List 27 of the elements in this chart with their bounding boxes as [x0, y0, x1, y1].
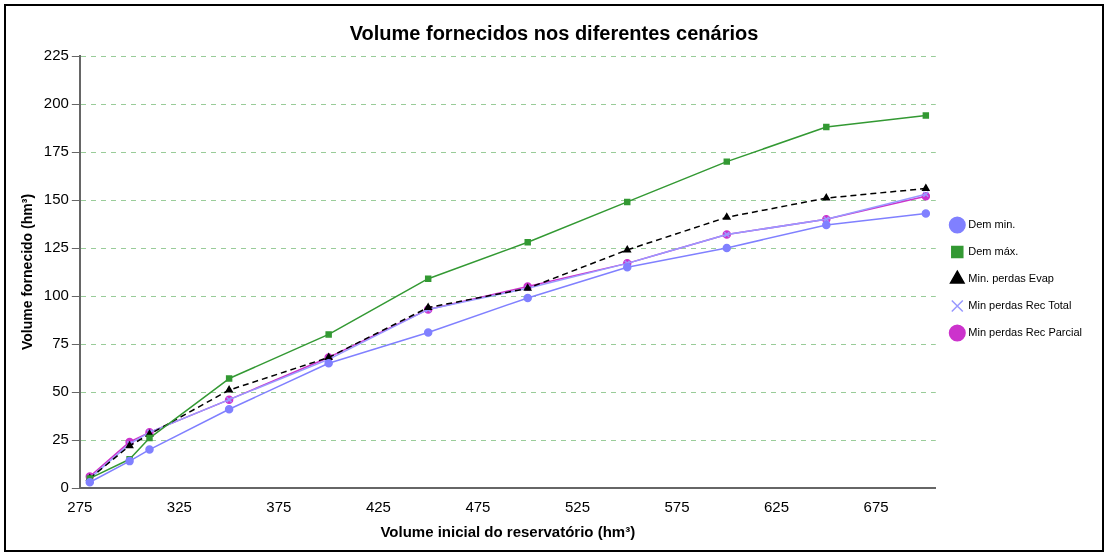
legend-label: Min. perdas Evap	[968, 272, 1054, 285]
y-tick-label: 125	[43, 238, 69, 256]
y-axis-title: Volume fornecido (hm³)	[19, 193, 36, 351]
x-tick-label: 625	[764, 498, 790, 516]
y-tick-label: 75	[52, 334, 69, 352]
y-tick-label: 175	[43, 142, 69, 160]
x-tick-label: 275	[67, 498, 93, 516]
x-tick-label: 375	[266, 498, 292, 516]
y-tick-label: 150	[43, 190, 69, 208]
y-tick-label: 100	[43, 286, 69, 304]
x-tick-label: 325	[166, 498, 192, 516]
chart-title: Volume fornecidos nos diferentes cenários	[349, 21, 759, 44]
y-tick-label: 25	[52, 430, 69, 448]
x-tick-label: 525	[564, 498, 590, 516]
x-axis-title: Volume inicial do reservatório (hm³)	[380, 523, 636, 541]
x-tick-label: 425	[365, 498, 391, 516]
y-tick-label: 50	[52, 382, 69, 400]
x-tick-label: 575	[664, 498, 690, 516]
x-tick-label: 675	[863, 498, 889, 516]
y-tick-label: 0	[60, 478, 69, 496]
legend-label: Min perdas Rec Total	[968, 299, 1072, 312]
y-tick-label: 225	[43, 46, 69, 64]
legend-label: Dem min.	[968, 218, 1016, 231]
x-tick-label: 475	[465, 498, 491, 516]
y-tick-label: 200	[43, 94, 69, 112]
legend-label: Dem máx.	[968, 245, 1019, 258]
legend-label: Min perdas Rec Parcial	[968, 326, 1083, 339]
